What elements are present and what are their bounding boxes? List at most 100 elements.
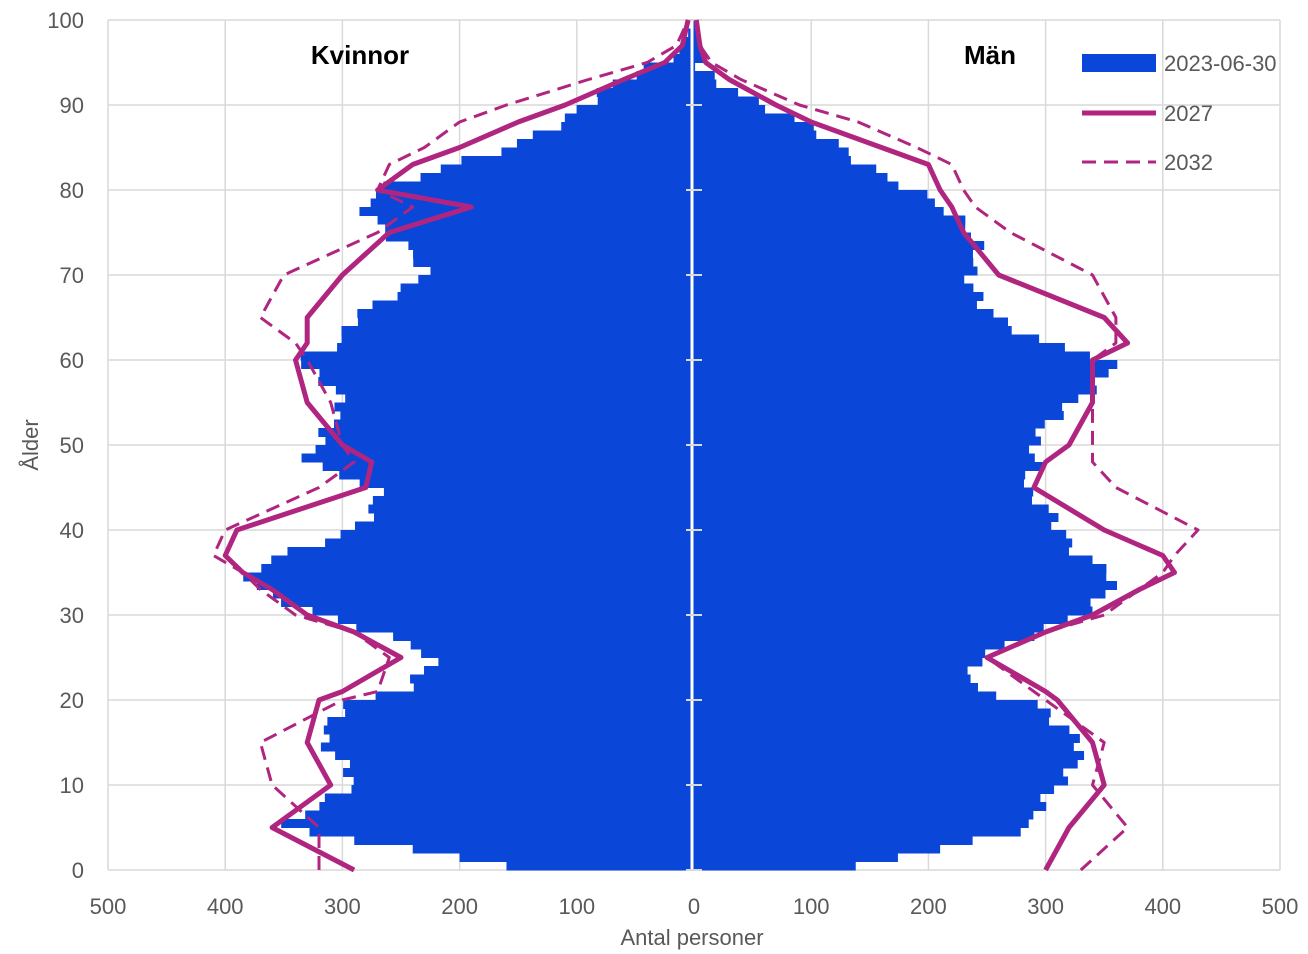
bar-female: [373, 496, 694, 505]
bar-female: [301, 352, 694, 361]
bar-female: [305, 811, 694, 820]
bar-female: [506, 862, 694, 871]
bar-female: [376, 692, 694, 701]
bar-female: [343, 700, 694, 709]
bar-female: [343, 768, 694, 777]
bar-female: [334, 420, 694, 429]
bar-male: [694, 105, 765, 114]
bar-female: [351, 785, 694, 794]
bar-male: [694, 751, 1084, 760]
x-tick-label: 400: [1144, 894, 1181, 919]
bar-male: [694, 590, 1105, 599]
bar-female: [413, 258, 694, 267]
bar-male: [694, 394, 1078, 403]
x-tick-label: 200: [910, 894, 947, 919]
bar-female: [330, 734, 694, 743]
bar-female: [342, 335, 694, 344]
x-tick-label: 300: [1027, 894, 1064, 919]
bar-male: [694, 301, 977, 310]
bar-female: [598, 97, 694, 106]
bar-female: [413, 845, 694, 854]
bar-male: [694, 607, 1092, 616]
bar-female: [401, 284, 694, 293]
bar-male: [694, 343, 1065, 352]
legend-label-2023: 2023-06-30: [1164, 51, 1277, 76]
bar-female: [421, 649, 694, 658]
bar-male: [694, 199, 935, 208]
bar-male: [694, 743, 1074, 752]
bar-male: [694, 258, 973, 267]
bar-male: [694, 437, 1041, 446]
bar-female: [461, 156, 694, 165]
bar-male: [694, 360, 1117, 369]
bar-female: [319, 802, 694, 811]
bar-male: [694, 845, 940, 854]
bar-female: [577, 105, 694, 114]
bar-male: [694, 641, 1005, 650]
bar-male: [694, 411, 1064, 420]
y-tick-label: 30: [60, 603, 84, 628]
bar-male: [694, 63, 695, 72]
bar-male: [694, 547, 1069, 556]
bar-female: [316, 445, 694, 454]
bar-male: [694, 760, 1078, 769]
bar-male: [694, 598, 1091, 607]
bar-female: [341, 326, 694, 335]
bar-male: [694, 386, 1097, 395]
bar-male: [694, 216, 965, 225]
bar-male: [694, 241, 984, 250]
bar-female: [385, 224, 694, 233]
bar-male: [694, 564, 1106, 573]
bar-male: [694, 97, 759, 106]
x-tick-label: 100: [558, 894, 595, 919]
bar-female: [335, 751, 694, 760]
bar-male: [694, 88, 738, 97]
legend-swatch-bars: [1082, 54, 1156, 72]
bar-male: [694, 717, 1049, 726]
bar-female: [372, 301, 694, 310]
bar-female: [341, 530, 694, 539]
male-side-label: Män: [964, 40, 1016, 70]
y-tick-label: 90: [60, 93, 84, 118]
bar-male: [694, 190, 927, 199]
bar-female: [565, 114, 694, 123]
bar-male: [694, 428, 1036, 437]
bar-male: [694, 683, 978, 692]
bar-male: [694, 148, 849, 157]
bar-male: [694, 233, 971, 242]
bar-female: [561, 122, 694, 131]
y-tick-label: 100: [47, 8, 84, 33]
bar-female: [325, 437, 694, 446]
bar-female: [281, 819, 694, 828]
bar-female: [386, 233, 694, 242]
bar-male: [694, 726, 1069, 735]
bar-female: [340, 411, 694, 420]
bar-male: [694, 182, 898, 191]
bar-male: [694, 80, 716, 89]
bar-male: [694, 530, 1066, 539]
bar-female: [358, 318, 694, 327]
bar-male: [694, 250, 973, 259]
bar-male: [694, 785, 1054, 794]
x-tick-label: 500: [90, 894, 127, 919]
bar-male: [694, 649, 985, 658]
bar-female: [345, 709, 694, 718]
bar-female: [325, 539, 694, 548]
bar-male: [694, 777, 1068, 786]
bar-male: [694, 454, 1035, 463]
bar-male: [694, 811, 1033, 820]
bar-male: [694, 496, 1032, 505]
bar-female: [393, 632, 694, 641]
y-tick-label: 0: [72, 858, 84, 883]
y-tick-labels: 0 10 20 30 40 50 60 70 80 90 100: [47, 8, 84, 883]
bar-male: [694, 505, 1049, 514]
bar-female: [384, 488, 694, 497]
bar-male: [694, 709, 1051, 718]
bar-female: [517, 139, 694, 148]
bar-male: [694, 573, 1106, 582]
y-tick-label: 20: [60, 688, 84, 713]
bar-female: [334, 403, 694, 412]
bar-female: [368, 505, 694, 514]
bar-male: [694, 802, 1046, 811]
bar-female: [323, 462, 694, 471]
